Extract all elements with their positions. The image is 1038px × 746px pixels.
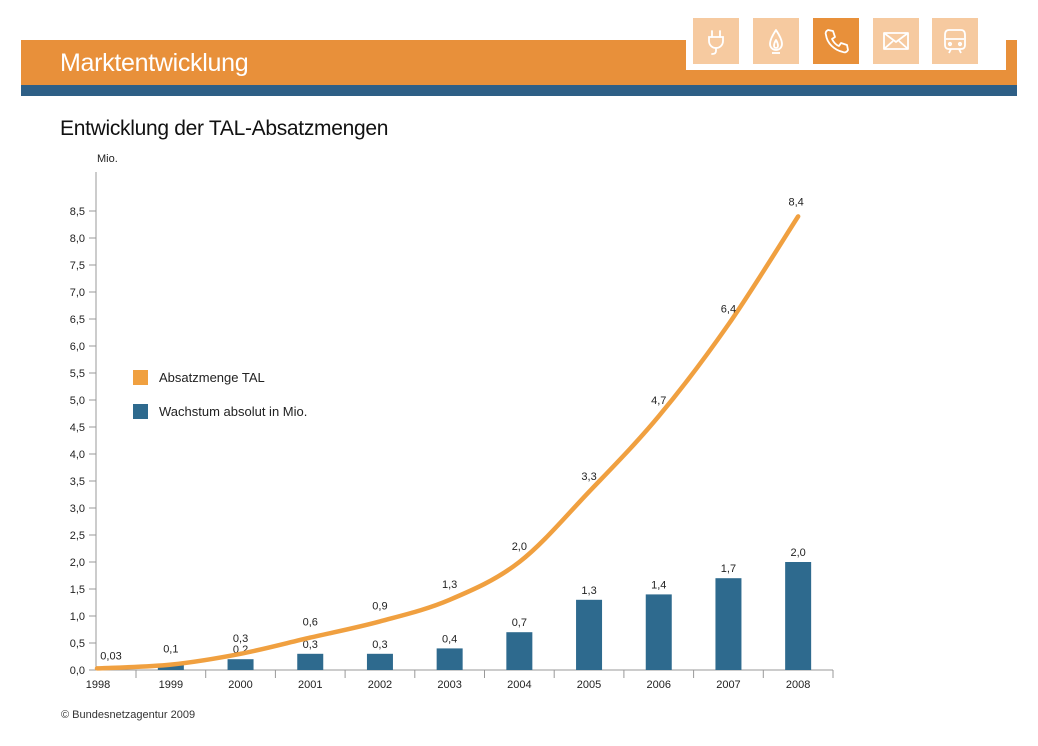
bar <box>227 659 254 670</box>
bar-data-label: 1,4 <box>651 579 666 591</box>
mail-icon-button[interactable] <box>873 18 919 64</box>
x-tick-label: 2001 <box>298 679 322 691</box>
x-tick-label: 2003 <box>437 679 461 691</box>
phone-icon-button[interactable] <box>813 18 859 64</box>
legend-swatch-orange <box>133 370 148 385</box>
y-tick-label: 1,5 <box>70 584 85 596</box>
bar <box>576 599 603 670</box>
bar <box>785 562 812 670</box>
line-data-label: 0,03 <box>100 650 121 662</box>
line-data-label: 8,4 <box>789 196 804 208</box>
bar <box>366 653 393 670</box>
y-tick-label: 2,0 <box>70 557 85 569</box>
bar <box>506 632 533 670</box>
flame-icon-button[interactable] <box>753 18 799 64</box>
x-tick-label: 2002 <box>368 679 392 691</box>
phone-icon <box>824 29 849 54</box>
line-data-label: 0,9 <box>372 600 387 612</box>
y-tick-label: 8,5 <box>70 206 85 218</box>
bar-data-label: 1,7 <box>721 563 736 575</box>
legend-item-bar: Wachstum absolut in Mio. <box>133 404 307 419</box>
bar <box>715 578 742 670</box>
series-line-absatzmenge <box>94 214 801 671</box>
bar <box>645 594 672 670</box>
bar-data-label: 1,3 <box>581 585 596 597</box>
bar <box>297 653 324 670</box>
page-title: Marktentwicklung <box>60 49 249 77</box>
bar-data-label: 0,4 <box>442 633 457 645</box>
bar <box>157 664 184 670</box>
chart-title: Entwicklung der TAL-Absatzmengen <box>60 117 389 140</box>
x-tick-label: 1999 <box>159 679 183 691</box>
plug-icon <box>708 30 724 55</box>
y-tick-label: 8,0 <box>70 233 85 245</box>
y-tick-label: 6,5 <box>70 314 85 326</box>
line-data-label: 1,3 <box>442 579 457 591</box>
y-tick-label: 0,5 <box>70 638 85 650</box>
train-icon <box>944 29 966 54</box>
y-tick-label: 7,5 <box>70 260 85 272</box>
y-tick-label: 1,0 <box>70 611 85 623</box>
x-tick-label: 2008 <box>786 679 810 691</box>
bar-data-label: 2,0 <box>791 547 806 559</box>
y-tick-label: 4,0 <box>70 449 85 461</box>
line-data-label: 0,6 <box>303 617 318 629</box>
x-tick-label: 2006 <box>647 679 671 691</box>
mail-icon <box>883 32 909 50</box>
y-axis-unit: Mio. <box>97 153 118 165</box>
y-tick-label: 7,0 <box>70 287 85 299</box>
bar-data-label: 0,3 <box>303 639 318 651</box>
line-data-label: 0,3 <box>233 633 248 645</box>
legend-item-line: Absatzmenge TAL <box>133 370 265 385</box>
x-tick-label: 2000 <box>228 679 252 691</box>
x-tick-label: 2005 <box>577 679 601 691</box>
x-tick-label: 1998 <box>86 679 110 691</box>
y-tick-label: 5,5 <box>70 368 85 380</box>
legend-label: Wachstum absolut in Mio. <box>159 404 308 419</box>
y-tick-label: 0,0 <box>70 665 85 677</box>
bar-data-label: 0,7 <box>512 617 527 629</box>
flame-icon <box>769 29 783 54</box>
y-tick-label: 6,0 <box>70 341 85 353</box>
y-tick-label: 4,5 <box>70 422 85 434</box>
line-data-label: 4,7 <box>651 395 666 407</box>
legend-label: Absatzmenge TAL <box>159 370 265 385</box>
y-tick-label: 2,5 <box>70 530 85 542</box>
line-data-label: 6,4 <box>721 303 736 315</box>
line-data-label: 3,3 <box>581 471 596 483</box>
plug-icon-button[interactable] <box>693 18 739 64</box>
y-tick-label: 3,0 <box>70 503 85 515</box>
y-tick-label: 3,5 <box>70 476 85 488</box>
line-data-label: 2,0 <box>512 541 527 553</box>
header-stripe <box>21 85 1017 96</box>
bar-data-label: 0,3 <box>372 639 387 651</box>
bar <box>436 648 463 670</box>
x-tick-label: 2004 <box>507 679 531 691</box>
x-tick-label: 2007 <box>716 679 740 691</box>
copyright-footer: © Bundesnetzagentur 2009 <box>61 709 196 721</box>
legend-swatch-blue <box>133 404 148 419</box>
line-data-label: 0,1 <box>163 644 178 656</box>
y-tick-label: 5,0 <box>70 395 85 407</box>
train-icon-button[interactable] <box>932 18 978 64</box>
